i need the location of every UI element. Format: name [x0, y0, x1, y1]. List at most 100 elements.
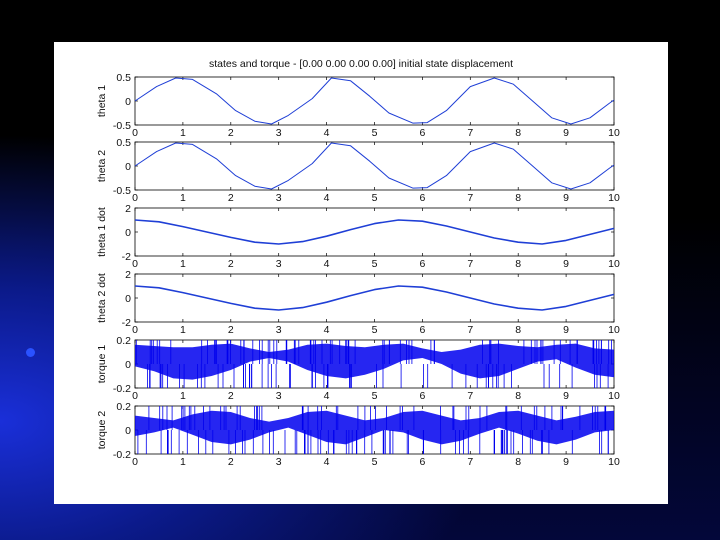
subplot-6-ylabel: torque 2: [96, 411, 108, 450]
subplot-2-ylabel: theta 2: [96, 150, 108, 182]
subplot-2-xtick-label: 4: [324, 192, 330, 204]
subplot-2-ytick-label: 0.5: [116, 137, 131, 149]
subplot-4-ytick-label: 0: [125, 293, 131, 305]
subplot-5-xtick-label: 8: [515, 390, 521, 402]
subplot-4-ytick-label: -2: [122, 317, 131, 329]
subplot-5-xtick-label: 1: [180, 390, 186, 402]
subplot-2-xtick-label: 8: [515, 192, 521, 204]
subplot-2-ytick-label: 0: [125, 161, 131, 173]
subplot-6-xtick-label: 2: [228, 456, 234, 468]
subplot-2-xtick-label: 7: [467, 192, 473, 204]
subplot-4-xtick-label: 10: [608, 324, 620, 336]
slide-bullet-dot: [26, 348, 35, 357]
subplot-3-xtick-label: 5: [372, 258, 378, 270]
subplot-5-xtick-label: 2: [228, 390, 234, 402]
subplot-4-ytick-label: 2: [125, 269, 131, 281]
subplot-2-xtick-label: 5: [372, 192, 378, 204]
subplot-6-xtick-label: 5: [372, 456, 378, 468]
subplot-6-xtick-label: 3: [276, 456, 282, 468]
subplot-6-xtick-label: 7: [467, 456, 473, 468]
subplot-4-xtick-label: 3: [276, 324, 282, 336]
subplot-4-xtick-label: 5: [372, 324, 378, 336]
subplot-5-xtick-label: 4: [324, 390, 330, 402]
subplot-5-xtick-label: 6: [419, 390, 425, 402]
subplot-5-torque-band: [135, 343, 614, 380]
subplot-2-ytick-label: -0.5: [113, 185, 131, 197]
subplot-5-xtick-label: 3: [276, 390, 282, 402]
subplot-2-series-line: [134, 142, 615, 190]
subplot-3-xtick-label: 7: [467, 258, 473, 270]
subplot-1-xtick-label: 8: [515, 127, 521, 139]
subplot-5-xtick-label: 7: [467, 390, 473, 402]
subplot-2-xtick-label: 10: [608, 192, 620, 204]
subplot-3-series-line: [134, 219, 615, 245]
subplot-6-xtick-label: 1: [180, 456, 186, 468]
subplot-4-xtick-label: 8: [515, 324, 521, 336]
subplot-3-xtick-label: 3: [276, 258, 282, 270]
subplot-3-xtick-label: 6: [419, 258, 425, 270]
subplot-3-xtick-label: 2: [228, 258, 234, 270]
subplot-3-xtick-label: 8: [515, 258, 521, 270]
subplot-6-ytick-label: 0.2: [116, 401, 131, 413]
subplot-4-ylabel: theta 2 dot: [96, 273, 108, 323]
subplot-1-xtick-label: 2: [228, 127, 234, 139]
subplot-4-xtick-label: 6: [419, 324, 425, 336]
subplot-1-xtick-label: 0: [132, 127, 138, 139]
subplot-1-xtick-label: 10: [608, 127, 620, 139]
subplot-4-xtick-label: 0: [132, 324, 138, 336]
figure-title: states and torque - [0.00 0.00 0.00 0.00…: [208, 58, 514, 70]
subplot-3-ytick-label: -2: [122, 251, 131, 263]
subplot-6-ytick-label: 0: [125, 425, 131, 437]
subplot-6-xtick-label: 6: [419, 456, 425, 468]
subplot-1-xtick-label: 6: [419, 127, 425, 139]
subplot-1-xtick-label: 1: [180, 127, 186, 139]
subplot-5-ytick-label: -0.2: [113, 383, 131, 395]
subplot-2-xtick-label: 2: [228, 192, 234, 204]
subplot-5-xtick-label: 5: [372, 390, 378, 402]
subplot-2-xtick-label: 6: [419, 192, 425, 204]
subplot-1-xtick-label: 3: [276, 127, 282, 139]
subplot-6-xtick-label: 4: [324, 456, 330, 468]
subplot-6-ytick-label: -0.2: [113, 449, 131, 461]
subplot-5-ylabel: torque 1: [96, 345, 108, 384]
subplot-1-xtick-label: 7: [467, 127, 473, 139]
subplot-6-xtick-label: 10: [608, 456, 620, 468]
subplot-1-ytick-label: 0: [125, 96, 131, 108]
subplot-1-ytick-label: -0.5: [113, 120, 131, 132]
subplot-3-xtick-label: 9: [563, 258, 569, 270]
subplot-4-axes-box: [134, 273, 615, 323]
subplot-3-ytick-label: 0: [125, 227, 131, 239]
subplot-3-xtick-label: 1: [180, 258, 186, 270]
figure-window: states and torque - [0.00 0.00 0.00 0.00…: [54, 42, 668, 504]
subplot-5-xtick-label: 10: [608, 390, 620, 402]
subplot-4-xtick-label: 1: [180, 324, 186, 336]
subplot-6-xtick-label: 9: [563, 456, 569, 468]
subplot-3-ylabel: theta 1 dot: [96, 207, 108, 257]
subplot-3-xtick-label: 10: [608, 258, 620, 270]
subplot-3-xtick-label: 4: [324, 258, 330, 270]
subplot-2-xtick-label: 3: [276, 192, 282, 204]
subplot-2-xtick-label: 1: [180, 192, 186, 204]
subplot-4-xtick-label: 9: [563, 324, 569, 336]
subplot-6-torque-chatter: [137, 406, 609, 454]
subplot-5-torque-chatter: [135, 340, 612, 388]
subplot-5-ytick-label: 0: [125, 359, 131, 371]
subplot-1-xtick-label: 5: [372, 127, 378, 139]
subplot-4-xtick-label: 2: [228, 324, 234, 336]
subplot-1-series-line: [134, 77, 615, 125]
subplot-6-xtick-label: 0: [132, 456, 138, 468]
subplot-2-xtick-label: 0: [132, 192, 138, 204]
subplot-3-ytick-label: 2: [125, 203, 131, 215]
subplot-4-xtick-label: 7: [467, 324, 473, 336]
subplot-1-xtick-label: 9: [563, 127, 569, 139]
subplot-2-xtick-label: 9: [563, 192, 569, 204]
subplot-1-xtick-label: 4: [324, 127, 330, 139]
subplot-1-ylabel: theta 1: [96, 85, 108, 117]
subplot-5-ytick-label: 0.2: [116, 335, 131, 347]
subplot-4-xtick-label: 4: [324, 324, 330, 336]
subplot-1-ytick-label: 0.5: [116, 72, 131, 84]
subplot-4-series-line: [134, 285, 615, 311]
subplot-5-xtick-label: 0: [132, 390, 138, 402]
subplot-3-xtick-label: 0: [132, 258, 138, 270]
